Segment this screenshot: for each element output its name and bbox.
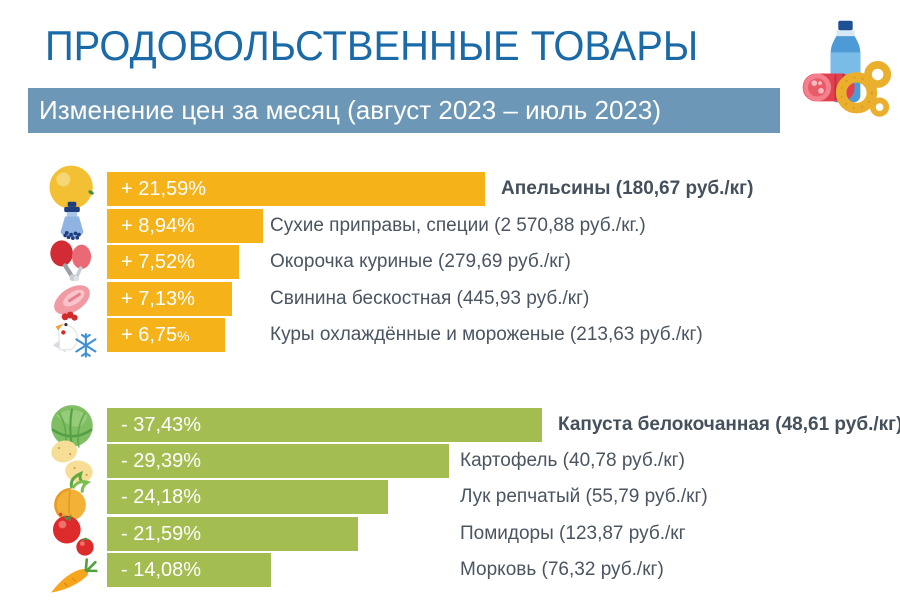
increase-bar: + 7,13% [107,282,232,316]
product-label: Помидоры (123,87 руб./кг [460,523,686,544]
bar-row: - 14,08% Морковь (76,32 руб./кг) [40,551,896,593]
decrease-bar: - 29,39% [107,444,449,478]
product-label: Свинина бескостная (445,93 руб./кг) [270,288,590,309]
subtitle-text: Изменение цен за месяц (август 2023 – ию… [39,95,661,125]
product-label: Сухие приправы, специи (2 570,88 руб./кг… [270,215,646,236]
increase-bar: + 21,59% [107,172,485,206]
bar-row: + 6,75% Куры охлаждённые и мороженые (213… [40,311,896,358]
product-label: Капуста белокочанная (48,61 руб./кг) [558,414,900,435]
percent-label: - 24,18% [121,485,202,508]
percent-label: + 7,52% [121,250,195,273]
price-decrease-section: - 37,43% Капуста белокочанная (48,61 руб.… [40,405,900,596]
bar-row: - 21,59% Помидоры (123,87 руб./кг [40,514,896,556]
decrease-bar: - 21,59% [107,517,358,551]
percent-label: + 7,13% [121,287,195,310]
bar-row: - 29,39% Картофель (40,78 руб./кг) [40,440,896,483]
bar-row: + 7,52% Окорочка куриные (279,69 руб./кг) [40,240,896,282]
chicken-legs-icon [46,236,98,288]
tomatoes-icon [46,508,98,560]
bar-row: - 24,18% Лук репчатый (55,79 руб./кг) [40,471,896,521]
subtitle-bar: Изменение цен за месяц (август 2023 – ию… [28,88,780,133]
price-increase-section: + 21,59% Апельсины (180,67 руб./кг) + 8,94… [40,165,896,360]
bar-row: + 8,94% Сухие приправы, специи (2 570,88 … [40,201,896,245]
product-label: Апельсины (180,67 руб./кг) [501,178,754,199]
food-products-illustration-icon [797,14,893,136]
increase-bar: + 7,52% [107,245,239,279]
product-label: Куры охлаждённые и мороженые (213,63 руб… [270,324,703,345]
orange-icon [46,163,98,215]
bar-row: - 37,43% Капуста белокочанная (48,61 руб.… [40,405,900,448]
decrease-bar: - 37,43% [107,408,542,442]
percent-label: - 29,39% [121,449,202,472]
percent-label: + 21,59% [121,177,207,200]
bar-row: + 7,13% Свинина бескостная (445,93 руб./к… [40,280,896,318]
percent-label: - 37,43% [121,413,202,436]
potatoes-icon [46,435,98,487]
cabbage-icon [46,399,98,451]
percent-label: + 8,94% [121,214,195,237]
percent-label: - 21,59% [121,522,202,545]
percent-label: + 6,75% [121,323,190,346]
product-label: Окорочка куриные (279,69 руб./кг) [270,251,571,272]
page-title: ПРОДОВОЛЬСТВЕННЫЕ ТОВАРЫ [45,22,699,69]
frozen-chicken-icon [46,309,98,361]
product-label: Картофель (40,78 руб./кг) [460,450,685,471]
increase-bar: + 8,94% [107,209,263,243]
product-label: Лук репчатый (55,79 руб./кг) [460,486,708,507]
percent-label: - 14,08% [121,558,202,581]
increase-bar: + 6,75% [107,318,225,352]
decrease-bar: - 14,08% [107,553,271,587]
product-label: Морковь (76,32 руб./кг) [460,559,664,580]
pork-icon [46,273,98,325]
bar-row: + 21,59% Апельсины (180,67 руб./кг) [40,165,896,209]
carrot-icon [46,544,98,596]
decrease-bar: - 24,18% [107,480,388,514]
onion-icon [46,471,98,523]
spices-icon [46,200,98,252]
